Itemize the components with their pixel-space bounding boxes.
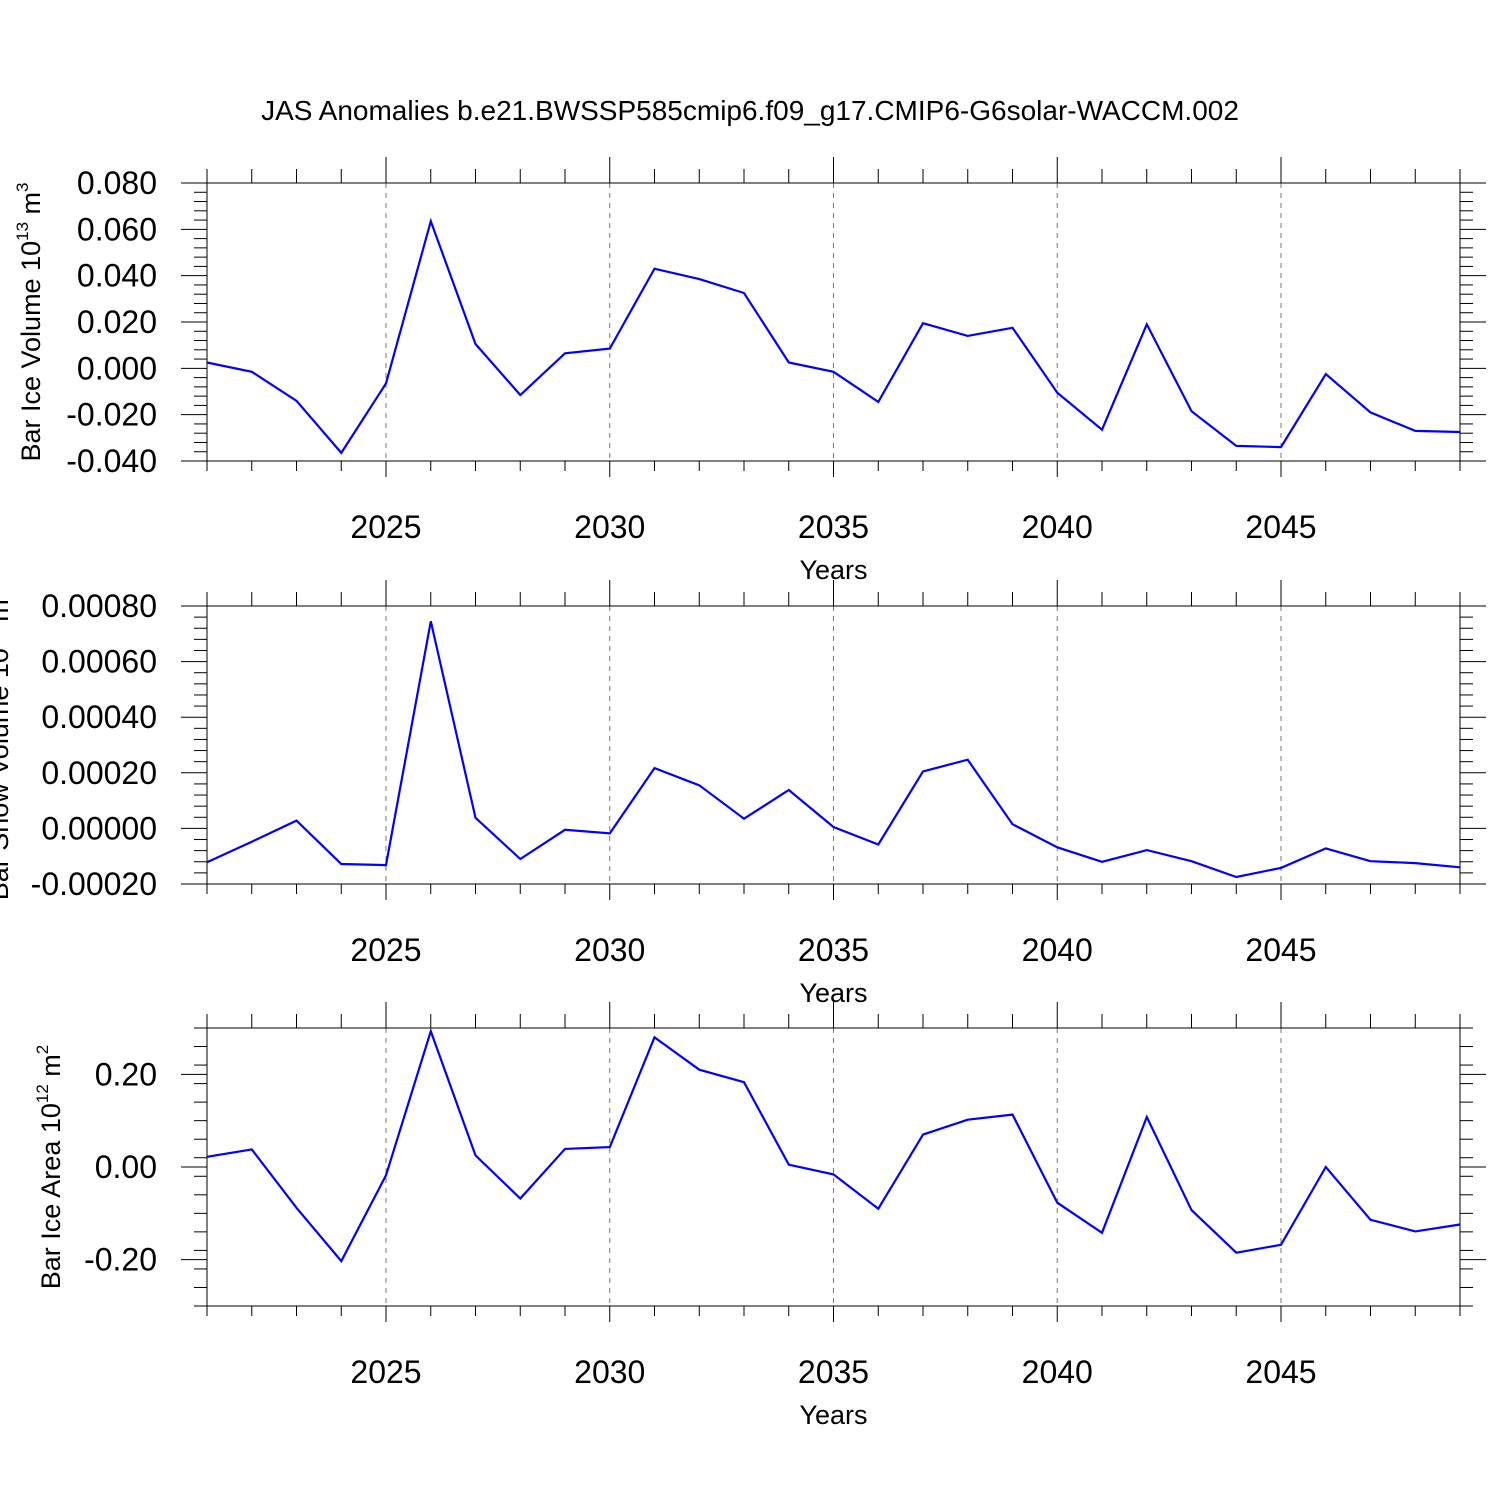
series-line xyxy=(206,621,1461,879)
chart-panel-1: 2025 2030 2035 2040 2045Years-0.040-0.0200.0… xyxy=(13,157,1486,585)
x-tick-label: 2030 xyxy=(574,1354,645,1390)
y-axis-label: Bar Snow Volume 1013 m3 xyxy=(0,590,14,901)
y-tick-label: -0.00020 xyxy=(31,866,157,902)
x-tick-label: 2030 xyxy=(574,932,645,968)
x-tick-label: 2045 xyxy=(1245,932,1316,968)
y-tick-label: -0.040 xyxy=(66,443,157,479)
y-tick-label: 0.00020 xyxy=(41,755,157,791)
y-tick-label: 0.00060 xyxy=(41,644,157,680)
y-axis-label: Bar Ice Area 1012 m2 xyxy=(33,1045,66,1290)
series-line xyxy=(206,1027,1461,1264)
x-tick-label: 2035 xyxy=(798,1354,869,1390)
x-tick-label: 2025 xyxy=(350,932,421,968)
chart-panel-2: 2025 2030 2035 2040 2045Years-0.000200.00000… xyxy=(0,580,1486,1008)
x-tick-label: 2040 xyxy=(1022,1354,1093,1390)
x-tick-label: 2045 xyxy=(1245,1354,1316,1390)
y-tick-label: 0.080 xyxy=(77,165,157,201)
x-tick-label: 2035 xyxy=(798,932,869,968)
chart-panels: 2025 2030 2035 2040 2045 Years -0.040 -0.020 0.0… xyxy=(0,157,1486,1430)
x-tick-label: 2040 xyxy=(1022,932,1093,968)
x-tick-label: 2045 xyxy=(1245,509,1316,545)
y-tick-label: 0.20 xyxy=(95,1056,157,1092)
y-tick-label: 0.00080 xyxy=(41,588,157,624)
figure-title: JAS Anomalies b.e21.BWSSP585cmip6.f09_g1… xyxy=(261,95,1239,126)
x-tick-label: 2030 xyxy=(574,509,645,545)
x-tick-label: 2040 xyxy=(1022,509,1093,545)
x-tick-label: 2025 xyxy=(350,509,421,545)
x-tick-label: 2025 xyxy=(350,1354,421,1390)
x-tick-label: 2035 xyxy=(798,509,869,545)
y-tick-label: 0.00 xyxy=(95,1149,157,1185)
y-axis-label: Bar Ice Volume 1013 m3 xyxy=(13,182,46,461)
chart-panel-3: 2025 2030 2035 2040 2045 Years -0.20 0.00 0.20 Ba… xyxy=(33,1002,1486,1430)
y-tick-label: -0.020 xyxy=(66,397,157,433)
y-tick-label: 0.000 xyxy=(77,350,157,386)
y-tick-label: 0.00040 xyxy=(41,699,157,735)
y-tick-label: 0.00000 xyxy=(41,810,157,846)
y-tick-label: 0.040 xyxy=(77,258,157,294)
series-line xyxy=(206,217,1461,455)
x-axis-label: Years xyxy=(799,1400,867,1430)
y-tick-label: -0.20 xyxy=(84,1242,157,1278)
y-tick-label: 0.060 xyxy=(77,211,157,247)
y-tick-label: 0.020 xyxy=(77,304,157,340)
